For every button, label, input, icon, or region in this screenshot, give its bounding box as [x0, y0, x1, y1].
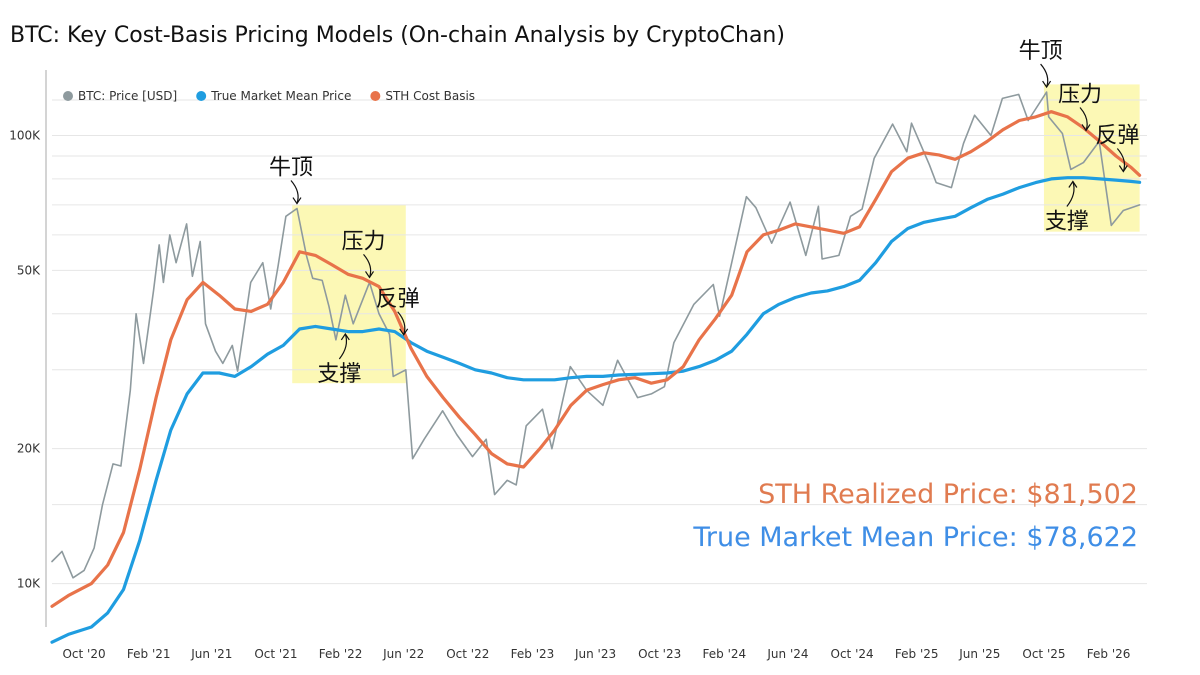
series-lines	[50, 91, 1142, 644]
annotation-arrowhead-3	[399, 328, 409, 336]
annotation-arrowhead-2	[365, 271, 375, 279]
x-tick-label: Feb '24	[703, 647, 747, 661]
x-tick-label: Jun '24	[766, 647, 808, 661]
readout-1: STH Realized Price: $81,502	[758, 479, 1138, 510]
x-tick-label: Oct '24	[831, 647, 874, 661]
x-tick-label: Feb '22	[319, 647, 363, 661]
x-tick-label: Oct '23	[638, 647, 681, 661]
annotation-arrow-2	[363, 254, 372, 278]
x-tick-label: Feb '21	[127, 647, 171, 661]
annotation-label-8: 支撑	[1045, 209, 1089, 234]
x-tick-label: Feb '23	[511, 647, 555, 661]
annotation-label-3: 反弹	[376, 287, 420, 312]
x-tick-label: Jun '25	[958, 647, 1000, 661]
y-tick-label: 20K	[17, 442, 41, 456]
x-tick-label: Oct '21	[254, 647, 297, 661]
annotation-arrowhead-8	[1068, 180, 1078, 188]
gridlines	[52, 99, 1147, 585]
annotation-arrowhead-5	[1042, 80, 1052, 89]
annotation-label-1: 牛顶	[269, 156, 313, 181]
x-tick-label: Jun '23	[574, 647, 616, 661]
annotation-arrow-4	[338, 333, 348, 360]
annotation-arrow-3	[397, 311, 406, 335]
x-tick-label: Oct '22	[446, 647, 489, 661]
annotation-arrowhead-4	[340, 332, 350, 341]
annotation-label-2: 压力	[342, 229, 386, 254]
legend-label-2: True Market Mean Price	[210, 89, 351, 103]
legend-label-3: STH Cost Basis	[385, 89, 475, 103]
y-tick-label: 100K	[9, 128, 41, 142]
x-axis-ticks: Oct '20 Feb '21 Jun '21 Oct '21 Feb '22 Jun '…	[62, 647, 1130, 661]
x-tick-label: Oct '25	[1022, 647, 1065, 661]
series-line-2	[50, 176, 1142, 644]
annotation-arrowhead-6	[1081, 124, 1091, 132]
annotation-arrow-7	[1116, 148, 1126, 172]
annotation-arrow-5	[1040, 63, 1049, 88]
x-tick-label: Jun '22	[382, 647, 424, 661]
legend-swatch-2	[196, 91, 207, 101]
annotation-arrow-6	[1079, 107, 1088, 131]
annotation-arrow-1	[290, 180, 299, 204]
annotation-arrowhead-1	[292, 197, 302, 205]
series-line-1	[51, 91, 1141, 579]
y-tick-label: 10K	[17, 577, 41, 591]
annotation-arrowhead-7	[1118, 165, 1128, 173]
y-axis-ticks: 10K 20K 50K 100K	[9, 128, 41, 590]
legend-label-1: BTC: Price [USD]	[78, 89, 177, 103]
legend-swatch-3	[370, 91, 381, 101]
x-tick-label: Oct '20	[62, 647, 105, 661]
series-line-3	[50, 110, 1142, 608]
annotation-arrow-8	[1066, 181, 1075, 207]
price-readouts: STH Realized Price: $81,502 True Market M…	[692, 479, 1138, 553]
highlight-regions	[292, 84, 1140, 384]
x-tick-label: Feb '26	[1087, 647, 1131, 661]
readout-2: True Market Mean Price: $78,622	[692, 522, 1138, 553]
x-tick-label: Jun '21	[190, 647, 232, 661]
annotation-label-5: 牛顶	[1019, 39, 1063, 64]
annotation-label-4: 支撑	[317, 362, 361, 387]
chart-title: BTC: Key Cost-Basis Pricing Models (On-c…	[10, 23, 785, 48]
legend-swatch-1	[63, 91, 73, 101]
y-tick-label: 50K	[17, 263, 41, 277]
annotation-label-7: 反弹	[1095, 123, 1139, 148]
legend: BTC: Price [USD] True Market Mean Price ST…	[63, 89, 475, 103]
annotation-label-6: 压力	[1058, 82, 1102, 107]
x-tick-label: Feb '25	[895, 647, 939, 661]
